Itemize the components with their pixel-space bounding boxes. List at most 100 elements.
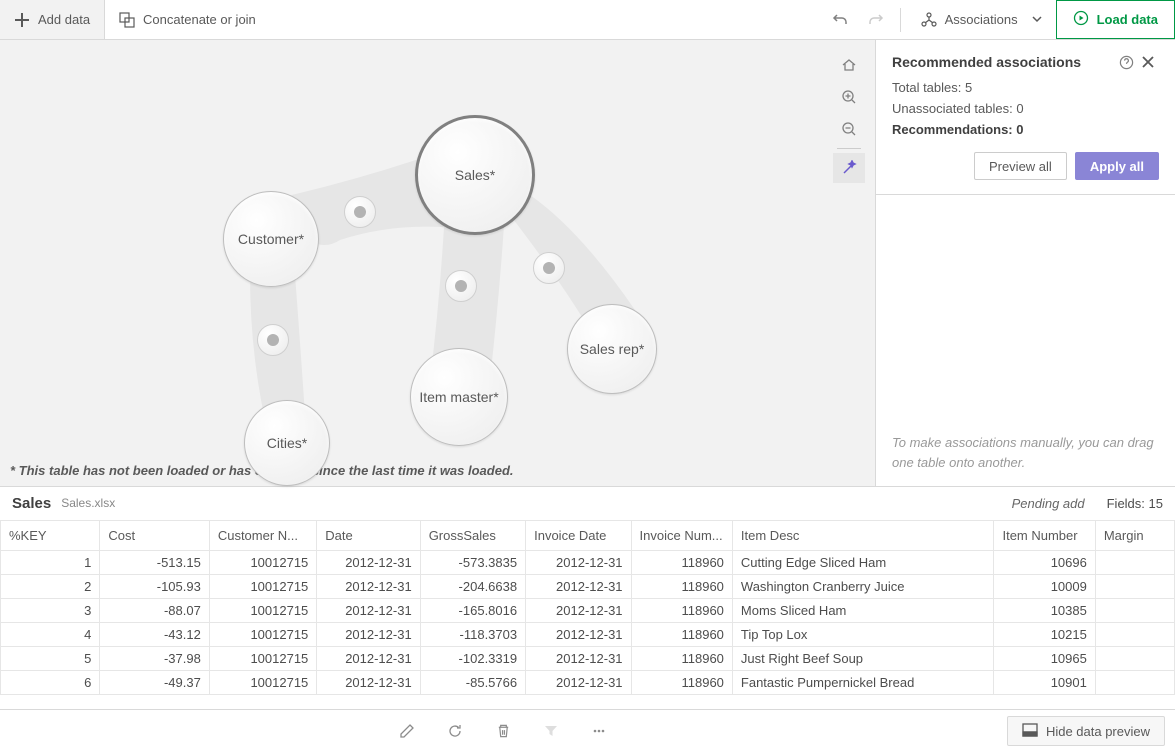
column-header[interactable]: Item Desc bbox=[732, 521, 994, 551]
table-bubble-itemmaster[interactable]: Item master* bbox=[410, 348, 508, 446]
cell: 118960 bbox=[631, 575, 732, 599]
cell: Moms Sliced Ham bbox=[732, 599, 994, 623]
cell: 10012715 bbox=[209, 647, 316, 671]
top-toolbar: Add data Concatenate or join bbox=[0, 0, 1175, 40]
play-icon bbox=[1073, 10, 1089, 29]
chevron-down-icon bbox=[1032, 12, 1042, 27]
cell bbox=[1095, 671, 1174, 695]
main-area: Sales* Customer* Cities* Item master* Sales … bbox=[0, 40, 1175, 487]
cell: 10012715 bbox=[209, 599, 316, 623]
cell: -105.93 bbox=[100, 575, 209, 599]
undo-button[interactable] bbox=[822, 0, 858, 39]
add-data-button[interactable]: Add data bbox=[0, 0, 105, 39]
redo-button[interactable] bbox=[858, 0, 894, 39]
association-joint[interactable] bbox=[257, 324, 289, 356]
cell: 5 bbox=[1, 647, 100, 671]
associations-icon bbox=[921, 12, 937, 28]
load-data-label: Load data bbox=[1097, 12, 1158, 27]
cell: 2012-12-31 bbox=[317, 599, 420, 623]
column-header[interactable]: Invoice Num... bbox=[631, 521, 732, 551]
concatenate-button[interactable]: Concatenate or join bbox=[105, 0, 270, 39]
table-bubble-sales[interactable]: Sales* bbox=[415, 115, 535, 235]
close-icon[interactable] bbox=[1137, 55, 1159, 69]
table-row[interactable]: 2-105.93100127152012-12-31-204.66382012-… bbox=[1, 575, 1175, 599]
column-header[interactable]: Invoice Date bbox=[526, 521, 631, 551]
panel-footer-text: To make associations manually, you can d… bbox=[876, 419, 1175, 486]
associations-canvas[interactable]: Sales*Customer*Cities*Item master*Sales … bbox=[0, 40, 875, 455]
cell bbox=[1095, 623, 1174, 647]
table-bubble-salesrep[interactable]: Sales rep* bbox=[567, 304, 657, 394]
home-icon[interactable] bbox=[833, 50, 865, 80]
more-icon[interactable] bbox=[581, 715, 617, 747]
preview-file-name: Sales.xlsx bbox=[61, 496, 115, 510]
table-row[interactable]: 5-37.98100127152012-12-31-102.33192012-1… bbox=[1, 647, 1175, 671]
association-joint[interactable] bbox=[533, 252, 565, 284]
cell: 2012-12-31 bbox=[317, 575, 420, 599]
cell: 118960 bbox=[631, 623, 732, 647]
cell: 10215 bbox=[994, 623, 1095, 647]
table-row[interactable]: 3-88.07100127152012-12-31-165.80162012-1… bbox=[1, 599, 1175, 623]
cell: 10012715 bbox=[209, 551, 316, 575]
cell: 10696 bbox=[994, 551, 1095, 575]
cell: 10965 bbox=[994, 647, 1095, 671]
zoom-out-icon[interactable] bbox=[833, 114, 865, 144]
cell: 2012-12-31 bbox=[526, 671, 631, 695]
cell: Cutting Edge Sliced Ham bbox=[732, 551, 994, 575]
refresh-icon[interactable] bbox=[437, 715, 473, 747]
cell: 6 bbox=[1, 671, 100, 695]
help-icon[interactable] bbox=[1115, 55, 1137, 70]
column-header[interactable]: GrossSales bbox=[420, 521, 525, 551]
plus-icon bbox=[14, 12, 30, 28]
cell bbox=[1095, 647, 1174, 671]
association-joint[interactable] bbox=[344, 196, 376, 228]
edit-icon[interactable] bbox=[389, 715, 425, 747]
cell: Just Right Beef Soup bbox=[732, 647, 994, 671]
cell: 118960 bbox=[631, 551, 732, 575]
cell: 2012-12-31 bbox=[317, 551, 420, 575]
filter-icon[interactable] bbox=[533, 715, 569, 747]
cell: 2012-12-31 bbox=[526, 551, 631, 575]
cell: 10901 bbox=[994, 671, 1095, 695]
delete-icon[interactable] bbox=[485, 715, 521, 747]
cell: Washington Cranberry Juice bbox=[732, 575, 994, 599]
cell bbox=[1095, 575, 1174, 599]
cell: -37.98 bbox=[100, 647, 209, 671]
load-data-button[interactable]: Load data bbox=[1056, 0, 1175, 39]
column-header[interactable]: Item Number bbox=[994, 521, 1095, 551]
zoom-in-icon[interactable] bbox=[833, 82, 865, 112]
cell: 2012-12-31 bbox=[526, 647, 631, 671]
canvas-tools bbox=[833, 50, 865, 183]
associations-label: Associations bbox=[945, 12, 1018, 27]
bottom-toolbar: Hide data preview bbox=[0, 709, 1175, 752]
cell: -43.12 bbox=[100, 623, 209, 647]
association-joint[interactable] bbox=[445, 270, 477, 302]
add-data-label: Add data bbox=[38, 12, 90, 27]
column-header[interactable]: Customer N... bbox=[209, 521, 316, 551]
magic-wand-icon[interactable] bbox=[833, 153, 865, 183]
cell: 2012-12-31 bbox=[317, 647, 420, 671]
column-header[interactable]: Date bbox=[317, 521, 420, 551]
associations-dropdown[interactable]: Associations bbox=[907, 0, 1056, 39]
concatenate-icon bbox=[119, 12, 135, 28]
table-row[interactable]: 6-49.37100127152012-12-31-85.57662012-12… bbox=[1, 671, 1175, 695]
preview-all-button[interactable]: Preview all bbox=[974, 152, 1067, 180]
cell: -573.3835 bbox=[420, 551, 525, 575]
apply-all-button[interactable]: Apply all bbox=[1075, 152, 1159, 180]
column-header[interactable]: Margin bbox=[1095, 521, 1174, 551]
hide-data-preview-button[interactable]: Hide data preview bbox=[1007, 716, 1165, 746]
cell: -165.8016 bbox=[420, 599, 525, 623]
table-row[interactable]: 1-513.15100127152012-12-31-573.38352012-… bbox=[1, 551, 1175, 575]
canvas-footnote: * This table has not been loaded or has … bbox=[0, 455, 875, 486]
cell: 2012-12-31 bbox=[526, 575, 631, 599]
cell: 2012-12-31 bbox=[317, 623, 420, 647]
column-header[interactable]: %KEY bbox=[1, 521, 100, 551]
column-header[interactable]: Cost bbox=[100, 521, 209, 551]
cell: 2 bbox=[1, 575, 100, 599]
table-row[interactable]: 4-43.12100127152012-12-31-118.37032012-1… bbox=[1, 623, 1175, 647]
cell: -49.37 bbox=[100, 671, 209, 695]
table-bubble-customer[interactable]: Customer* bbox=[223, 191, 319, 287]
cell: Fantastic Pumpernickel Bread bbox=[732, 671, 994, 695]
recommendations-panel: Recommended associations Total tables: 5… bbox=[875, 40, 1175, 486]
table-bubble-cities[interactable]: Cities* bbox=[244, 400, 330, 486]
cell: 10012715 bbox=[209, 575, 316, 599]
